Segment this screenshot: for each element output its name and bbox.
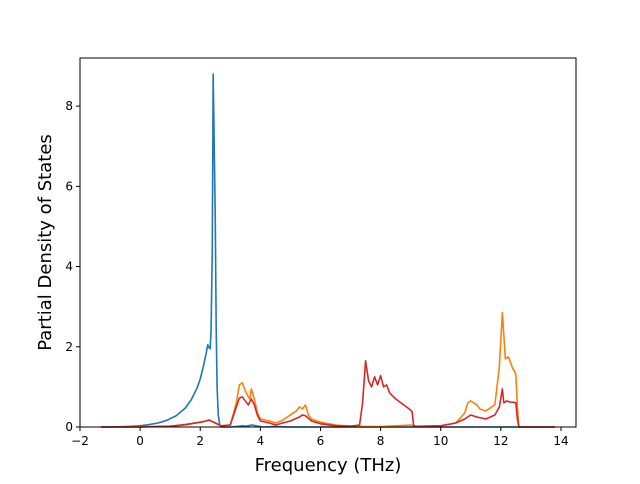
- x-tick-label: −2: [71, 434, 89, 448]
- y-tick-label: 0: [65, 420, 73, 434]
- series-line-3: [101, 360, 555, 428]
- plot-frame: [79, 57, 577, 428]
- y-tick-label: 4: [65, 260, 73, 274]
- x-tick-label: 8: [377, 434, 385, 448]
- x-tick-label: 6: [317, 434, 325, 448]
- y-tick-label: 8: [65, 99, 73, 113]
- x-axis-label: Frequency (THz): [255, 455, 402, 476]
- y-tick-label: 2: [65, 340, 73, 354]
- y-tick-label: 6: [65, 179, 73, 193]
- x-tick-label: 0: [136, 434, 144, 448]
- x-tick-label: 14: [553, 434, 568, 448]
- x-tick-label: 4: [257, 434, 265, 448]
- y-axis-label: Partial Density of States: [35, 134, 56, 351]
- x-tick-label: 12: [493, 434, 508, 448]
- x-tick-label: 10: [433, 434, 448, 448]
- x-tick-label: 2: [196, 434, 204, 448]
